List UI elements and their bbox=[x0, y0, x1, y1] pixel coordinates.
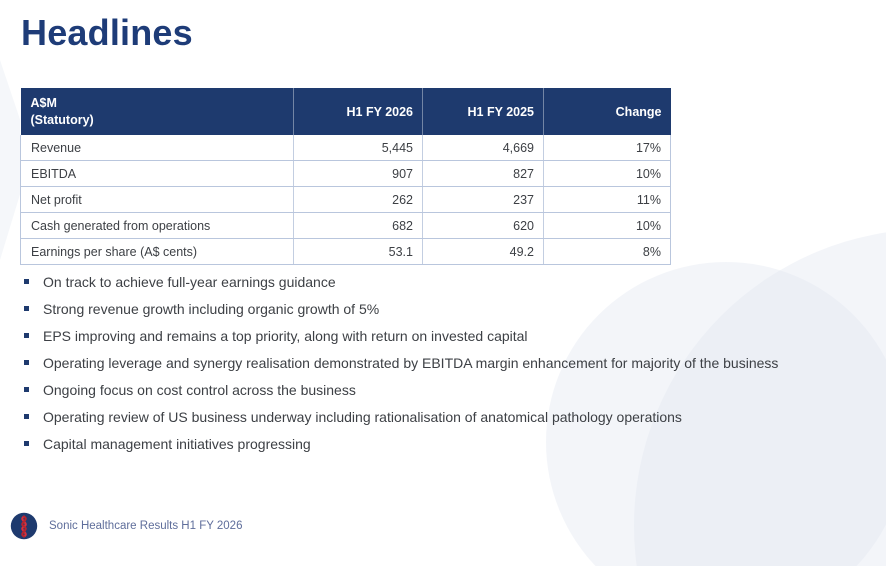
table-cell-value: 10% bbox=[543, 212, 671, 239]
list-item: Strong revenue growth including organic … bbox=[24, 295, 778, 322]
results-table: A$M (Statutory) H1 FY 2026 H1 FY 2025 Ch… bbox=[20, 88, 671, 265]
list-item-text: Operating leverage and synergy realisati… bbox=[43, 354, 779, 371]
col-header-h1fy2025: H1 FY 2025 bbox=[422, 88, 544, 135]
list-item: Operating review of US business underway… bbox=[24, 403, 778, 430]
list-item-text: EPS improving and remains a top priority… bbox=[43, 327, 528, 344]
table-cell-value: 10% bbox=[543, 160, 671, 187]
table-cell-label: Earnings per share (A$ cents) bbox=[20, 238, 294, 265]
bullet-square-icon bbox=[24, 441, 29, 446]
list-item: Capital management initiatives progressi… bbox=[24, 430, 778, 457]
col-header-metric: A$M (Statutory) bbox=[20, 88, 294, 135]
list-item: Ongoing focus on cost control across the… bbox=[24, 376, 778, 403]
table-row: Net profit 262 237 11% bbox=[20, 186, 671, 213]
table-header-row: A$M (Statutory) H1 FY 2026 H1 FY 2025 Ch… bbox=[20, 88, 671, 135]
table-cell-value: 682 bbox=[293, 212, 423, 239]
highlights-list: On track to achieve full-year earnings g… bbox=[24, 268, 778, 457]
list-item-text: Capital management initiatives progressi… bbox=[43, 435, 311, 452]
list-item: On track to achieve full-year earnings g… bbox=[24, 268, 778, 295]
list-item: Operating leverage and synergy realisati… bbox=[24, 349, 778, 376]
table-row: Cash generated from operations 682 620 1… bbox=[20, 212, 671, 239]
table-cell-value: 49.2 bbox=[422, 238, 544, 265]
table-cell-value: 907 bbox=[293, 160, 423, 187]
bullet-square-icon bbox=[24, 387, 29, 392]
table-row: Revenue 5,445 4,669 17% bbox=[20, 135, 671, 161]
sonic-healthcare-logo-icon bbox=[10, 512, 38, 540]
list-item-text: Ongoing focus on cost control across the… bbox=[43, 381, 356, 398]
bullet-square-icon bbox=[24, 360, 29, 365]
list-item: EPS improving and remains a top priority… bbox=[24, 322, 778, 349]
table-cell-value: 17% bbox=[543, 135, 671, 161]
slide-footer: Sonic Healthcare Results H1 FY 2026 bbox=[10, 512, 242, 540]
footer-text: Sonic Healthcare Results H1 FY 2026 bbox=[49, 520, 243, 532]
bullet-square-icon bbox=[24, 279, 29, 284]
table-cell-label: Cash generated from operations bbox=[20, 212, 294, 239]
list-item-text: Operating review of US business underway… bbox=[43, 408, 682, 425]
table-cell-value: 4,669 bbox=[422, 135, 544, 161]
list-item-text: On track to achieve full-year earnings g… bbox=[43, 273, 336, 290]
table-cell-label: Net profit bbox=[20, 186, 294, 213]
background-circle-small bbox=[546, 262, 886, 566]
table-cell-value: 237 bbox=[422, 186, 544, 213]
col-header-change: Change bbox=[543, 88, 671, 135]
table-cell-value: 620 bbox=[422, 212, 544, 239]
table-cell-value: 8% bbox=[543, 238, 671, 265]
table-cell-value: 5,445 bbox=[293, 135, 423, 161]
table-cell-value: 11% bbox=[543, 186, 671, 213]
table-cell-value: 53.1 bbox=[293, 238, 423, 265]
background-circle-large bbox=[634, 232, 886, 566]
table-cell-label: EBITDA bbox=[20, 160, 294, 187]
table-cell-value: 827 bbox=[422, 160, 544, 187]
bullet-square-icon bbox=[24, 306, 29, 311]
list-item-text: Strong revenue growth including organic … bbox=[43, 300, 380, 317]
corner-triangle-shape bbox=[0, 60, 32, 260]
table-row: EBITDA 907 827 10% bbox=[20, 160, 671, 187]
bullet-square-icon bbox=[24, 414, 29, 419]
bullet-square-icon bbox=[24, 333, 29, 338]
col-header-h1fy2026: H1 FY 2026 bbox=[293, 88, 423, 135]
table-cell-value: 262 bbox=[293, 186, 423, 213]
table-cell-label: Revenue bbox=[20, 135, 294, 161]
table-row: Earnings per share (A$ cents) 53.1 49.2 … bbox=[20, 238, 671, 265]
page-title: Headlines bbox=[21, 12, 193, 53]
